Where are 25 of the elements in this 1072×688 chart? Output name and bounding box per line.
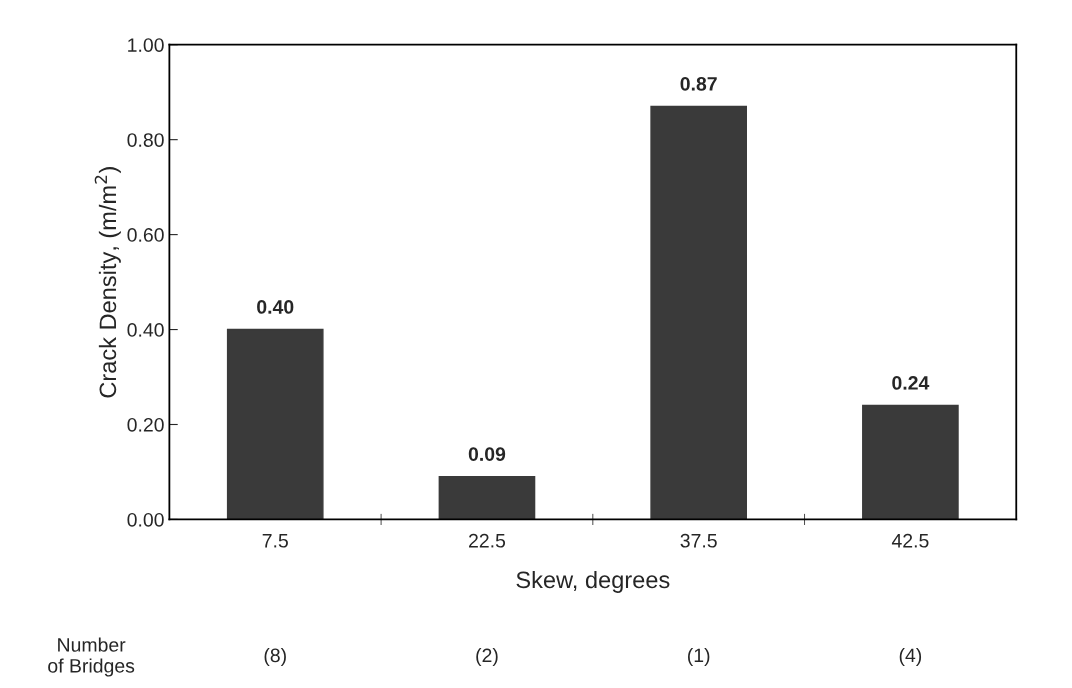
x-tick-label: 22.5 [469, 533, 506, 548]
text: (2) [476, 647, 498, 667]
bar [650, 105, 748, 520]
y-tick-label: 0.60 [127, 228, 164, 242]
y-axis-title: Crack Density, (m/m$^{2}$) [94, 167, 121, 398]
bar [438, 476, 536, 520]
data-label: 0.09 [468, 447, 506, 461]
bar [862, 404, 959, 520]
x-tick-label: 42.5 [891, 533, 929, 548]
text: (8) [264, 647, 286, 667]
data-label: 0.40 [257, 300, 294, 314]
y-tick-label: 0.20 [127, 417, 164, 432]
y-tick-label: 0.80 [127, 133, 164, 147]
y-tick-label: 1.00 [128, 38, 164, 52]
data-label: 0.24 [892, 376, 930, 390]
x-tick-label: 7.5 [262, 534, 288, 548]
y-tick-label: 0.00 [127, 512, 164, 527]
text: Number of Bridges [48, 637, 135, 677]
data-label: 0.87 [680, 76, 717, 91]
x-tick-label: 37.5 [680, 533, 717, 548]
text: (1) [688, 647, 710, 667]
bar [226, 328, 324, 520]
x-axis-title: Skew, degrees [516, 570, 670, 593]
text: (4) [899, 647, 922, 667]
y-tick-label: 0.40 [127, 323, 164, 337]
